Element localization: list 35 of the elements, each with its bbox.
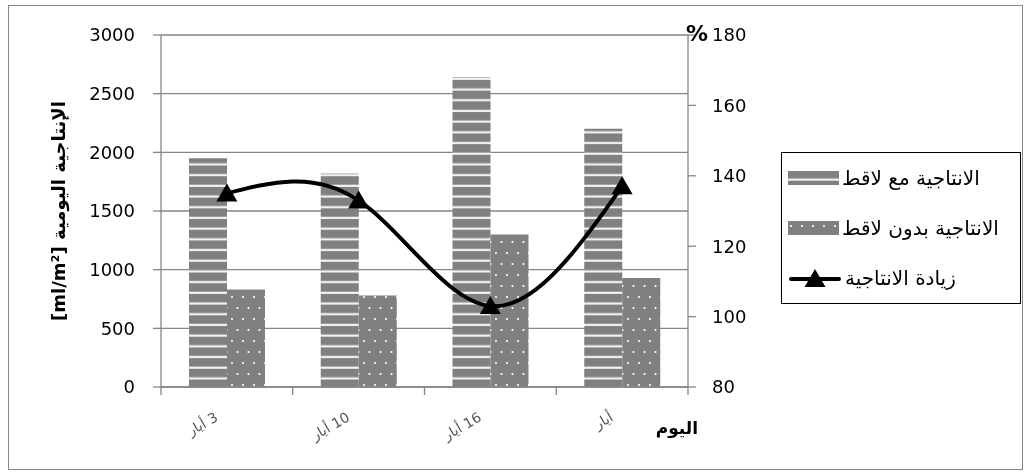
y2-axis-title: % [685, 21, 709, 46]
y2-tick-label: 140 [712, 165, 747, 187]
bar [189, 158, 227, 387]
x-tick-label: 16 أيار [438, 407, 485, 445]
bar [227, 289, 265, 387]
y-tick-label: 2500 [89, 83, 135, 105]
y2-tick-label: 120 [712, 235, 747, 257]
y-tick-label: 500 [100, 317, 135, 339]
y-tick-label: 1500 [89, 200, 135, 222]
bar [490, 234, 529, 387]
x-tick-label: 10 أيار [307, 407, 353, 445]
bar [358, 295, 397, 387]
point [348, 190, 370, 209]
bar [320, 173, 359, 387]
y-tick-label: 3000 [89, 24, 135, 46]
bar [622, 277, 661, 387]
y-tick-label: 0 [123, 376, 135, 398]
y-tick-label: 1000 [89, 259, 135, 281]
y2-tick-label: 160 [712, 94, 747, 116]
bar [452, 77, 491, 387]
legend-label: زيادة الانتاجية [845, 266, 956, 290]
legend-label: الانتاجية مع لاقط [842, 166, 980, 190]
bar [584, 128, 623, 387]
x-tick-label: 3 أيار [183, 407, 221, 441]
point [611, 176, 633, 195]
y2-tick-label: 180 [712, 24, 747, 46]
y-tick-label: 2000 [89, 141, 135, 163]
point [479, 296, 501, 315]
legend-label: الانتاجية بدون لاقط [842, 216, 999, 240]
y2-tick-label: 100 [712, 305, 747, 327]
y2-tick-label: 80 [712, 376, 735, 398]
point [216, 183, 238, 202]
x-axis-title: اليوم [655, 418, 698, 439]
y-axis-title: الإنتاجية اليومية [ml/m²] [47, 101, 70, 321]
x-tick-label: أيار [589, 407, 617, 434]
